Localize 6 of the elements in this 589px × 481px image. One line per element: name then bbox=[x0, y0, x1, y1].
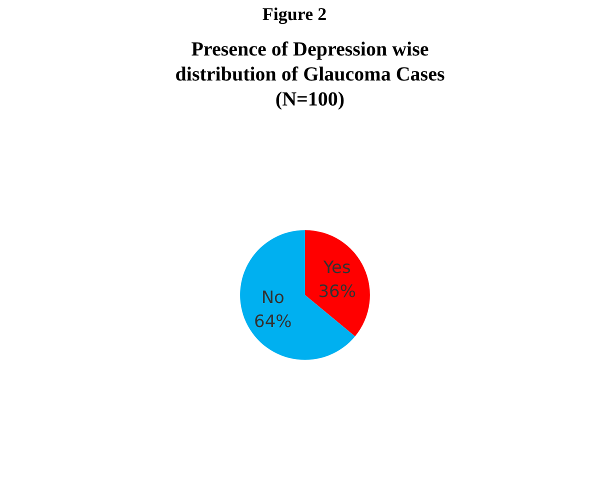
slice-label: No bbox=[261, 288, 284, 308]
data-label: 36% bbox=[318, 282, 356, 302]
data-label: 64% bbox=[254, 312, 292, 332]
caption: Figure 2 bbox=[262, 4, 327, 24]
slice-label: Yes bbox=[322, 258, 351, 278]
chart-title: Presence of Depression wise distribution of Glaucoma Cases (N=100) bbox=[175, 38, 445, 110]
